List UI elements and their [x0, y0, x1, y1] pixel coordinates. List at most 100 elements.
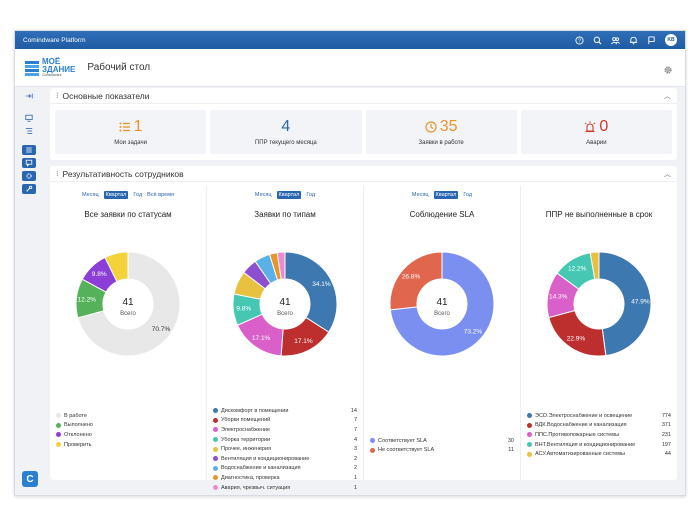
donut-slice[interactable]	[389, 251, 443, 311]
slice-percent-label: 9.8%	[236, 306, 251, 313]
chat-icon[interactable]	[22, 158, 36, 168]
period-switcher: Месяц Квартал Год	[207, 190, 363, 200]
tasks-list-icon[interactable]	[22, 126, 36, 136]
period-option[interactable]: Квартал	[276, 191, 302, 199]
top-bar: Comindware Platform ? KB	[15, 31, 685, 49]
legend-name: ППС.Противопожарные системы	[535, 431, 620, 438]
legend-item[interactable]: Прочее, инженерия 3	[213, 444, 357, 454]
clock-icon	[425, 121, 440, 133]
kpi-panel-header[interactable]: ⁝ Основные показатели ︿	[50, 88, 677, 104]
legend-dot-icon	[370, 447, 375, 453]
kpi-card[interactable]: 35 Заявки в работе	[365, 110, 517, 154]
avatar[interactable]: KB	[665, 34, 677, 46]
kpi-cards: 1 Мои задачи 4 ППР текущего месяца 35 Заявки …	[50, 104, 677, 160]
legend-name: ЭСО.Электроснабжение и освещение	[535, 412, 633, 419]
donut-slice[interactable]	[276, 251, 286, 280]
help-icon[interactable]: ?	[573, 34, 585, 46]
legend-item[interactable]: Выполнено	[56, 421, 200, 431]
menu-list-icon[interactable]	[22, 145, 36, 155]
legend-dot-icon	[527, 422, 532, 428]
search-icon[interactable]	[591, 34, 603, 46]
page-header: МОЁ ЗДАНИЕ Comindware Рабочий стол	[15, 49, 685, 87]
legend-item[interactable]: Уборки помещений 7	[213, 416, 357, 426]
legend-name: В работе	[64, 412, 87, 419]
drag-handle-icon[interactable]: ⁝	[56, 169, 59, 178]
legend-item[interactable]: Отклонено	[56, 430, 200, 440]
period-option[interactable]: Квартал	[103, 191, 129, 199]
legend-count: 30	[507, 437, 514, 444]
period-option[interactable]: Всё время	[147, 192, 174, 198]
period-option[interactable]: Год	[463, 192, 473, 198]
users-icon[interactable]	[609, 34, 621, 46]
donut-svg: 34.1% 17.1% 17.1% 9.8% 41 Всего	[232, 251, 338, 357]
legend-dot-icon	[56, 432, 61, 438]
donut-slice[interactable]	[589, 251, 600, 280]
donut-total-label: Всего	[277, 311, 293, 317]
logo-sub: Comindware	[42, 72, 62, 77]
chevron-up-icon[interactable]: ︿	[664, 170, 671, 178]
period-option[interactable]: Год	[133, 192, 143, 198]
legend-item[interactable]: ВНТ.Вентиляция и кондиционирование 197	[527, 440, 671, 450]
slice-percent-label: 26.8%	[402, 273, 421, 280]
chart-column: Месяц Квартал Год Соблюдение SLA 73.2% 26.8% 4…	[364, 186, 521, 480]
settings-icon[interactable]	[22, 171, 36, 181]
period-option[interactable]: Год	[306, 192, 316, 198]
legend-item[interactable]: Уборка территории 4	[213, 435, 357, 445]
wrench-icon[interactable]	[22, 184, 36, 194]
donut-slice[interactable]	[77, 251, 181, 357]
legend-item[interactable]: ВДК.Водоснабжение и канализация 371	[527, 421, 671, 431]
performance-panel-header[interactable]: ⁝ Результативность сотрудников ︿	[50, 166, 677, 182]
slice-percent-label: 70.7%	[152, 326, 171, 333]
period-option[interactable]: Квартал	[433, 191, 459, 199]
period-option[interactable]: Месяц	[82, 192, 99, 198]
legend-item[interactable]: ЭСО.Электроснабжение и освещение 774	[527, 411, 671, 421]
slice-percent-label: 17.1%	[294, 338, 313, 345]
settings-gear-icon[interactable]	[663, 62, 675, 74]
legend-name: ВНТ.Вентиляция и кондиционирование	[535, 441, 636, 448]
performance-panel: ⁝ Результативность сотрудников ︿ Месяц Кв…	[50, 166, 677, 491]
app-window: Comindware Platform ? KB МОЁ ЗДАНИЕ Comi…	[14, 30, 686, 496]
chevron-up-icon[interactable]: ︿	[664, 92, 671, 100]
donut-svg: 73.2% 26.8% 41 Всего	[389, 251, 495, 357]
slice-percent-label: 12.2%	[78, 296, 97, 303]
kpi-card[interactable]: 4 ППР текущего месяца	[210, 110, 362, 154]
donut-slice[interactable]	[548, 309, 607, 357]
legend-item[interactable]: Проверить	[56, 440, 200, 450]
legend-item[interactable]: Электроснабжение 7	[213, 425, 357, 435]
period-option[interactable]: Месяц	[411, 192, 429, 198]
bell-icon[interactable]	[627, 34, 639, 46]
donut-slice[interactable]	[284, 251, 338, 333]
legend-count: 2	[353, 455, 357, 462]
legend-item[interactable]: Авария, чрезвыч. ситуация 1	[213, 483, 357, 493]
donut-slice[interactable]	[389, 251, 495, 357]
legend-item[interactable]: Дискомфорт в помещении 14	[213, 406, 357, 416]
legend-item[interactable]: Водоснабжение и канализация 2	[213, 464, 357, 474]
legend-item[interactable]: Вентиляция и кондиционирование 2	[213, 454, 357, 464]
chart-legend: ЭСО.Электроснабжение и освещение 774 ВДК.В…	[527, 411, 671, 459]
logo[interactable]: МОЁ ЗДАНИЕ Comindware	[25, 57, 75, 78]
kpi-card[interactable]: 0 Аварии	[520, 110, 672, 154]
flag-icon[interactable]	[645, 34, 657, 46]
donut-total: 41	[122, 297, 134, 308]
collapse-sidebar-icon[interactable]	[22, 91, 36, 101]
legend-item[interactable]: Не соответствует SLA 11	[370, 446, 514, 456]
legend-item[interactable]: Соответствует SLA 30	[370, 436, 514, 446]
legend-dot-icon	[527, 413, 532, 419]
legend-item[interactable]: ППС.Противопожарные системы 231	[527, 430, 671, 440]
donut-slice[interactable]	[598, 251, 652, 357]
monitor-icon[interactable]	[22, 113, 36, 123]
period-option[interactable]: Месяц	[254, 192, 272, 198]
legend-count: 4	[353, 436, 357, 443]
kpi-label: ППР текущего месяца	[254, 140, 317, 146]
kpi-card[interactable]: 1 Мои задачи	[55, 110, 207, 154]
drag-handle-icon[interactable]: ⁝	[56, 91, 59, 100]
legend-item[interactable]: Диагностика, проверка 1	[213, 473, 357, 483]
charts-row: Месяц Квартал Год Всё время Все заявки по ст…	[50, 182, 677, 491]
alarm-icon	[584, 121, 599, 133]
legend-name: Дискомфорт в помещении	[221, 407, 289, 414]
legend-item[interactable]: АСУ.Автоматизированные системы 44	[527, 449, 671, 459]
comindware-logo-icon[interactable]: C	[22, 471, 38, 487]
legend-item[interactable]: В работе	[56, 411, 200, 421]
kpi-panel-title: Основные показатели	[62, 90, 150, 101]
donut-slice[interactable]	[104, 251, 129, 283]
